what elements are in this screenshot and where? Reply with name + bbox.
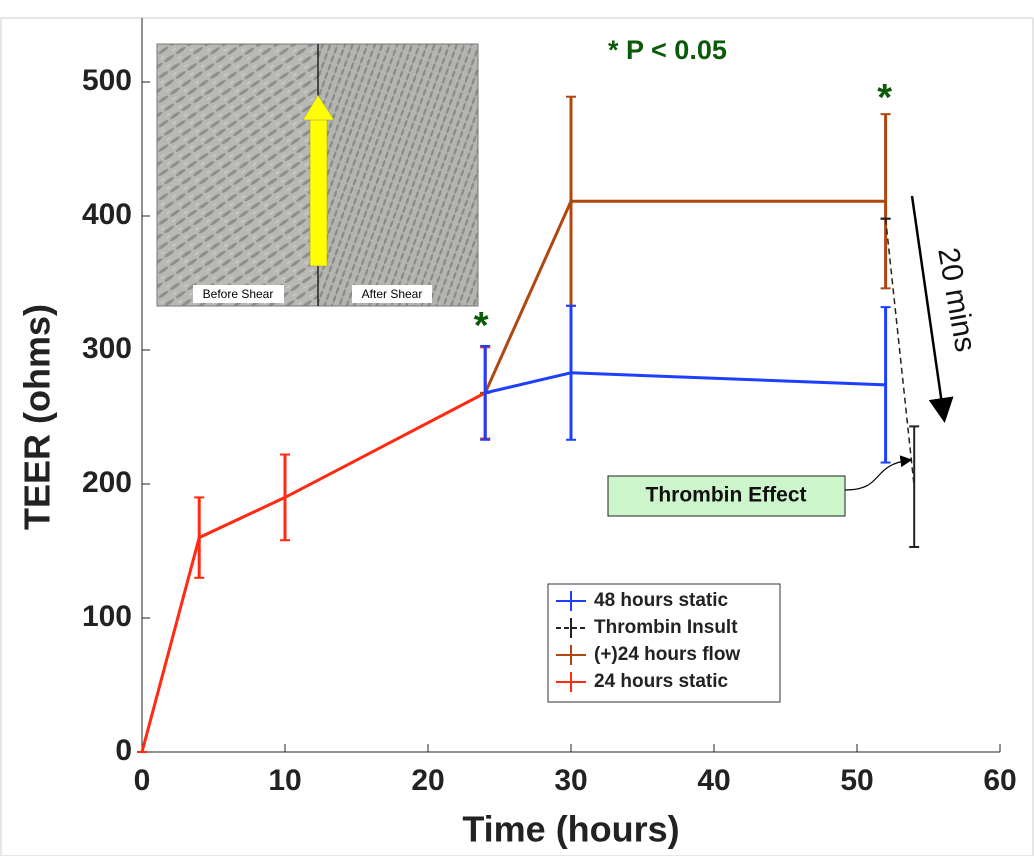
annotation: 20 mins	[931, 245, 982, 354]
y-tick-label: 200	[82, 466, 132, 499]
legend: 48 hours static Thrombin Insult (+)24 hour…	[547, 583, 781, 703]
y-tick-label: 300	[82, 332, 132, 365]
x-tick-label: 30	[554, 764, 587, 797]
inset-label: Before Shear	[203, 287, 274, 301]
frame	[0, 17, 1034, 856]
error-bar	[880, 306, 891, 464]
legend-label: 48 hours static	[594, 590, 729, 611]
legend-label: Thrombin Insult	[594, 617, 738, 638]
annotation: Thrombin Effect	[646, 484, 807, 507]
error-bar	[880, 113, 891, 290]
inset-label: After Shear	[362, 287, 423, 301]
legend-box	[547, 583, 781, 703]
series-line	[140, 391, 486, 753]
significance-star: *	[474, 305, 489, 347]
y-tick-label: 0	[115, 734, 132, 767]
error-bar	[480, 344, 491, 441]
x-axis-label: Time (hours)	[462, 809, 679, 850]
y-axis-label: TEER (ohms)	[17, 304, 58, 530]
annotation: * P < 0.05	[608, 35, 727, 65]
error-bar	[566, 304, 576, 441]
x-tick-label: 60	[983, 764, 1016, 797]
x-tick-label: 10	[268, 764, 301, 797]
legend-label: (+)24 hours flow	[594, 644, 740, 665]
legend-label: 24 hours static	[594, 671, 729, 692]
series-line	[884, 218, 915, 487]
series-line	[484, 371, 886, 395]
annotation-arrow	[910, 195, 954, 423]
error-bar	[909, 425, 920, 548]
y-tick-label: 400	[82, 198, 132, 231]
annotation-arrow	[844, 455, 913, 491]
x-tick-label: 40	[697, 764, 730, 797]
annotation-box	[607, 475, 846, 517]
x-tick-label: 0	[134, 764, 151, 797]
y-tick-label: 500	[82, 64, 132, 97]
series-line	[483, 199, 886, 394]
significance-star: *	[877, 77, 892, 119]
inset-image: Before Shear After Shear	[156, 43, 479, 307]
error-bar	[280, 453, 290, 542]
error-bar	[194, 496, 205, 579]
x-tick-label: 20	[411, 764, 444, 797]
y-tick-label: 100	[82, 600, 132, 633]
x-tick-label: 50	[840, 764, 873, 797]
